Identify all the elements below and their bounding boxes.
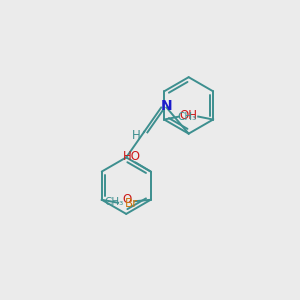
Text: CH₃: CH₃ bbox=[177, 112, 196, 122]
Text: H: H bbox=[132, 129, 141, 142]
Text: OH: OH bbox=[180, 110, 198, 122]
Text: O: O bbox=[123, 193, 132, 206]
Text: HO: HO bbox=[123, 150, 141, 163]
Text: CH₃: CH₃ bbox=[104, 196, 123, 207]
Text: Br: Br bbox=[125, 197, 138, 210]
Text: N: N bbox=[161, 99, 172, 113]
